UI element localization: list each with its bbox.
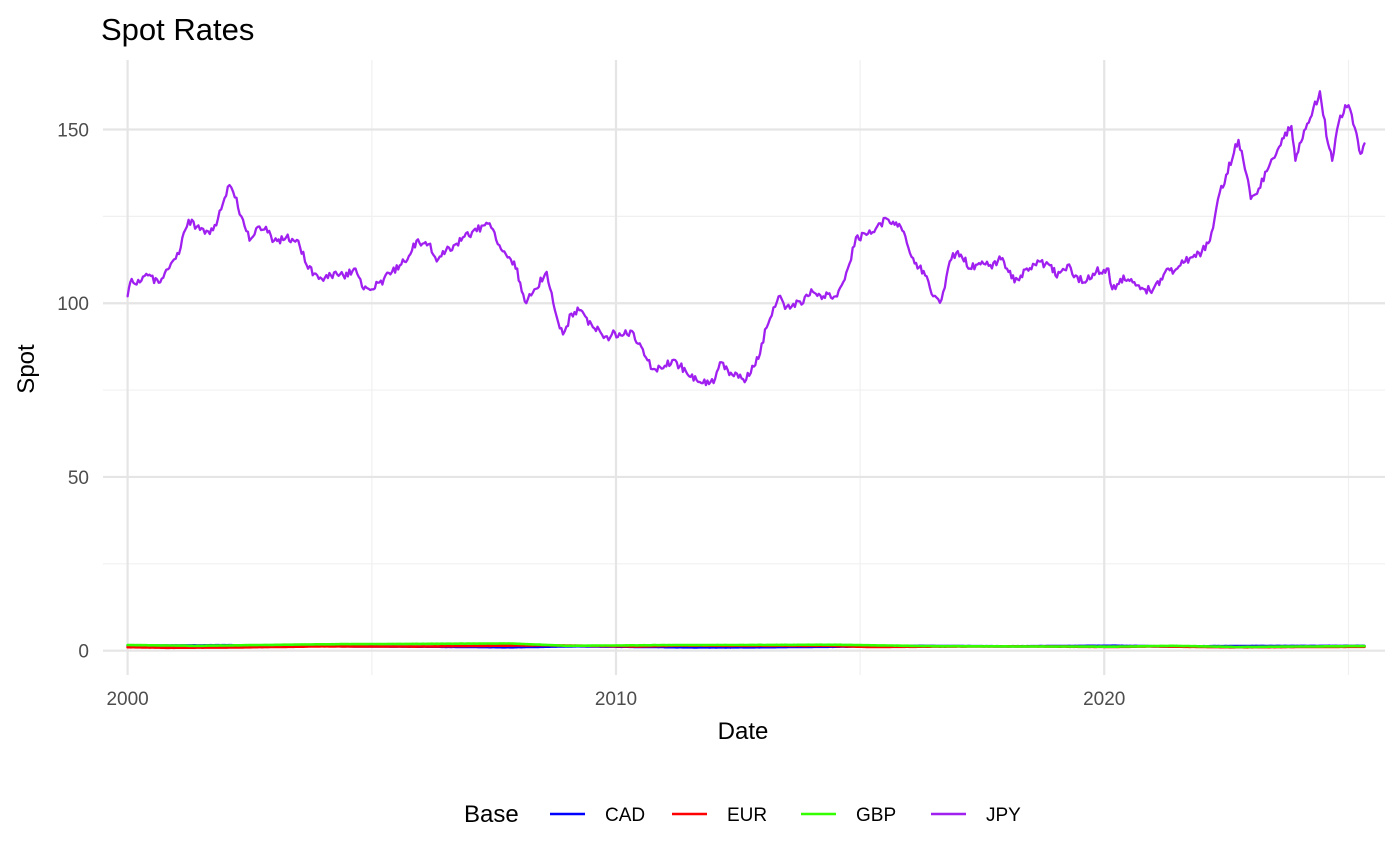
x-axis-title: Date [718,718,769,745]
legend: Base CAD EUR GBP JPY [464,801,1021,828]
series-lines [126,90,1366,650]
y-tick-label: 0 [78,642,89,663]
grid [103,60,1385,675]
y-tick-label: 50 [68,468,89,489]
y-tick-label: 150 [57,120,89,141]
x-tick-label: 2020 [1083,689,1125,710]
x-axis-ticks: 2000 2010 2020 [106,689,1125,710]
legend-label-eur: EUR [727,805,767,826]
chart-title: Spot Rates [101,12,254,47]
y-axis-title: Spot [13,344,40,394]
series-line-gbp [126,642,1366,649]
legend-label-gbp: GBP [856,805,896,826]
legend-label-jpy: JPY [986,805,1021,826]
legend-label-cad: CAD [605,805,645,826]
y-axis-ticks: 0 50 100 150 [57,120,89,662]
legend-title: Base [464,801,519,828]
y-tick-label: 100 [57,294,89,315]
x-tick-label: 2010 [595,689,637,710]
x-tick-label: 2000 [106,689,148,710]
legend-items: CAD EUR GBP JPY [550,805,1021,826]
series-line-jpy [126,90,1366,387]
